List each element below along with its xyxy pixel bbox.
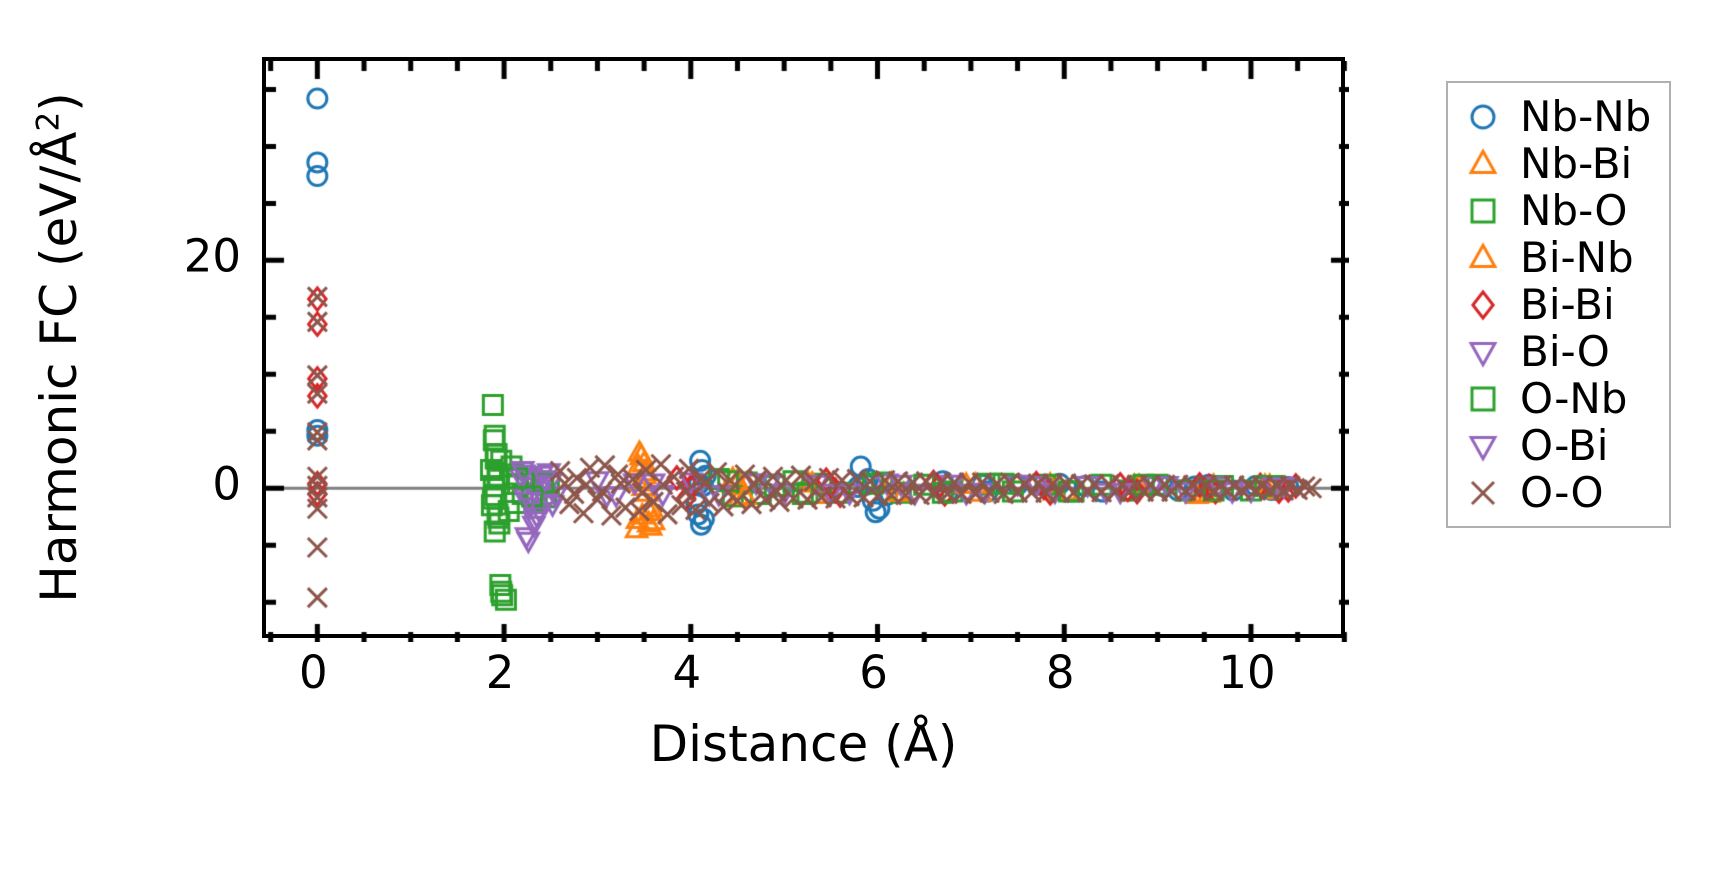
legend-item-label: O-Nb (1520, 373, 1628, 423)
x-tick-label: 8 (1045, 646, 1075, 699)
y-axis-label: Harmonic FC (eV/Å2) (24, 57, 94, 638)
x-icon (1460, 469, 1506, 516)
plot-area (262, 57, 1349, 642)
legend-item-label: Bi-Bi (1520, 279, 1615, 329)
triangle-up-icon (1460, 140, 1506, 187)
legend-item-o-o[interactable]: O-O (1460, 469, 1651, 516)
x-tick-label: 0 (299, 646, 328, 699)
x-tick-label: 4 (672, 646, 702, 699)
circle-icon (1460, 93, 1506, 140)
square-icon (1460, 187, 1506, 234)
square-icon (1460, 375, 1506, 422)
legend-item-label: Nb-O (1520, 185, 1628, 235)
triangle-up-icon (1460, 234, 1506, 281)
legend-item-bi-bi[interactable]: Bi-Bi (1460, 281, 1651, 328)
y-axis-label-suffix: ) (30, 92, 88, 112)
legend-item-o-bi[interactable]: O-Bi (1460, 422, 1651, 469)
legend-item-o-nb[interactable]: O-Nb (1460, 375, 1651, 422)
triangle-down-icon (1460, 422, 1506, 469)
x-tick-label: 10 (1218, 646, 1276, 699)
legend-item-bi-nb[interactable]: Bi-Nb (1460, 234, 1651, 281)
legend-item-bi-o[interactable]: Bi-O (1460, 328, 1651, 375)
legend-item-label: Bi-Nb (1520, 232, 1634, 282)
legend-item-label: Nb-Bi (1520, 138, 1633, 188)
y-tick-label: 0 (212, 457, 241, 511)
diamond-icon (1460, 281, 1506, 328)
y-tick-label: 20 (183, 229, 241, 283)
legend-box: Nb-Nb Nb-Bi Nb-O Bi-Nb Bi-Bi Bi-O O-Nb O-Bi O-O (1446, 81, 1672, 528)
legend-item-nb-o[interactable]: Nb-O (1460, 187, 1651, 234)
y-axis-label-prefix: Harmonic FC (eV/Å (30, 131, 88, 603)
x-tick-label: 2 (485, 646, 515, 699)
legend-item-label: Nb-Nb (1520, 91, 1652, 141)
legend-item-label: Bi-O (1520, 326, 1610, 376)
x-tick-label: 6 (859, 646, 888, 699)
y-axis-label-superscript: 2 (30, 111, 67, 132)
scatter-plot-canvas (266, 61, 1349, 642)
legend-item-label: O-O (1520, 467, 1604, 517)
triangle-down-icon (1460, 328, 1506, 375)
x-axis-label: Distance (Å) (649, 715, 958, 773)
legend-item-nb-bi[interactable]: Nb-Bi (1460, 140, 1651, 187)
legend-item-nb-nb[interactable]: Nb-Nb (1460, 93, 1651, 140)
legend-item-label: O-Bi (1520, 420, 1609, 470)
